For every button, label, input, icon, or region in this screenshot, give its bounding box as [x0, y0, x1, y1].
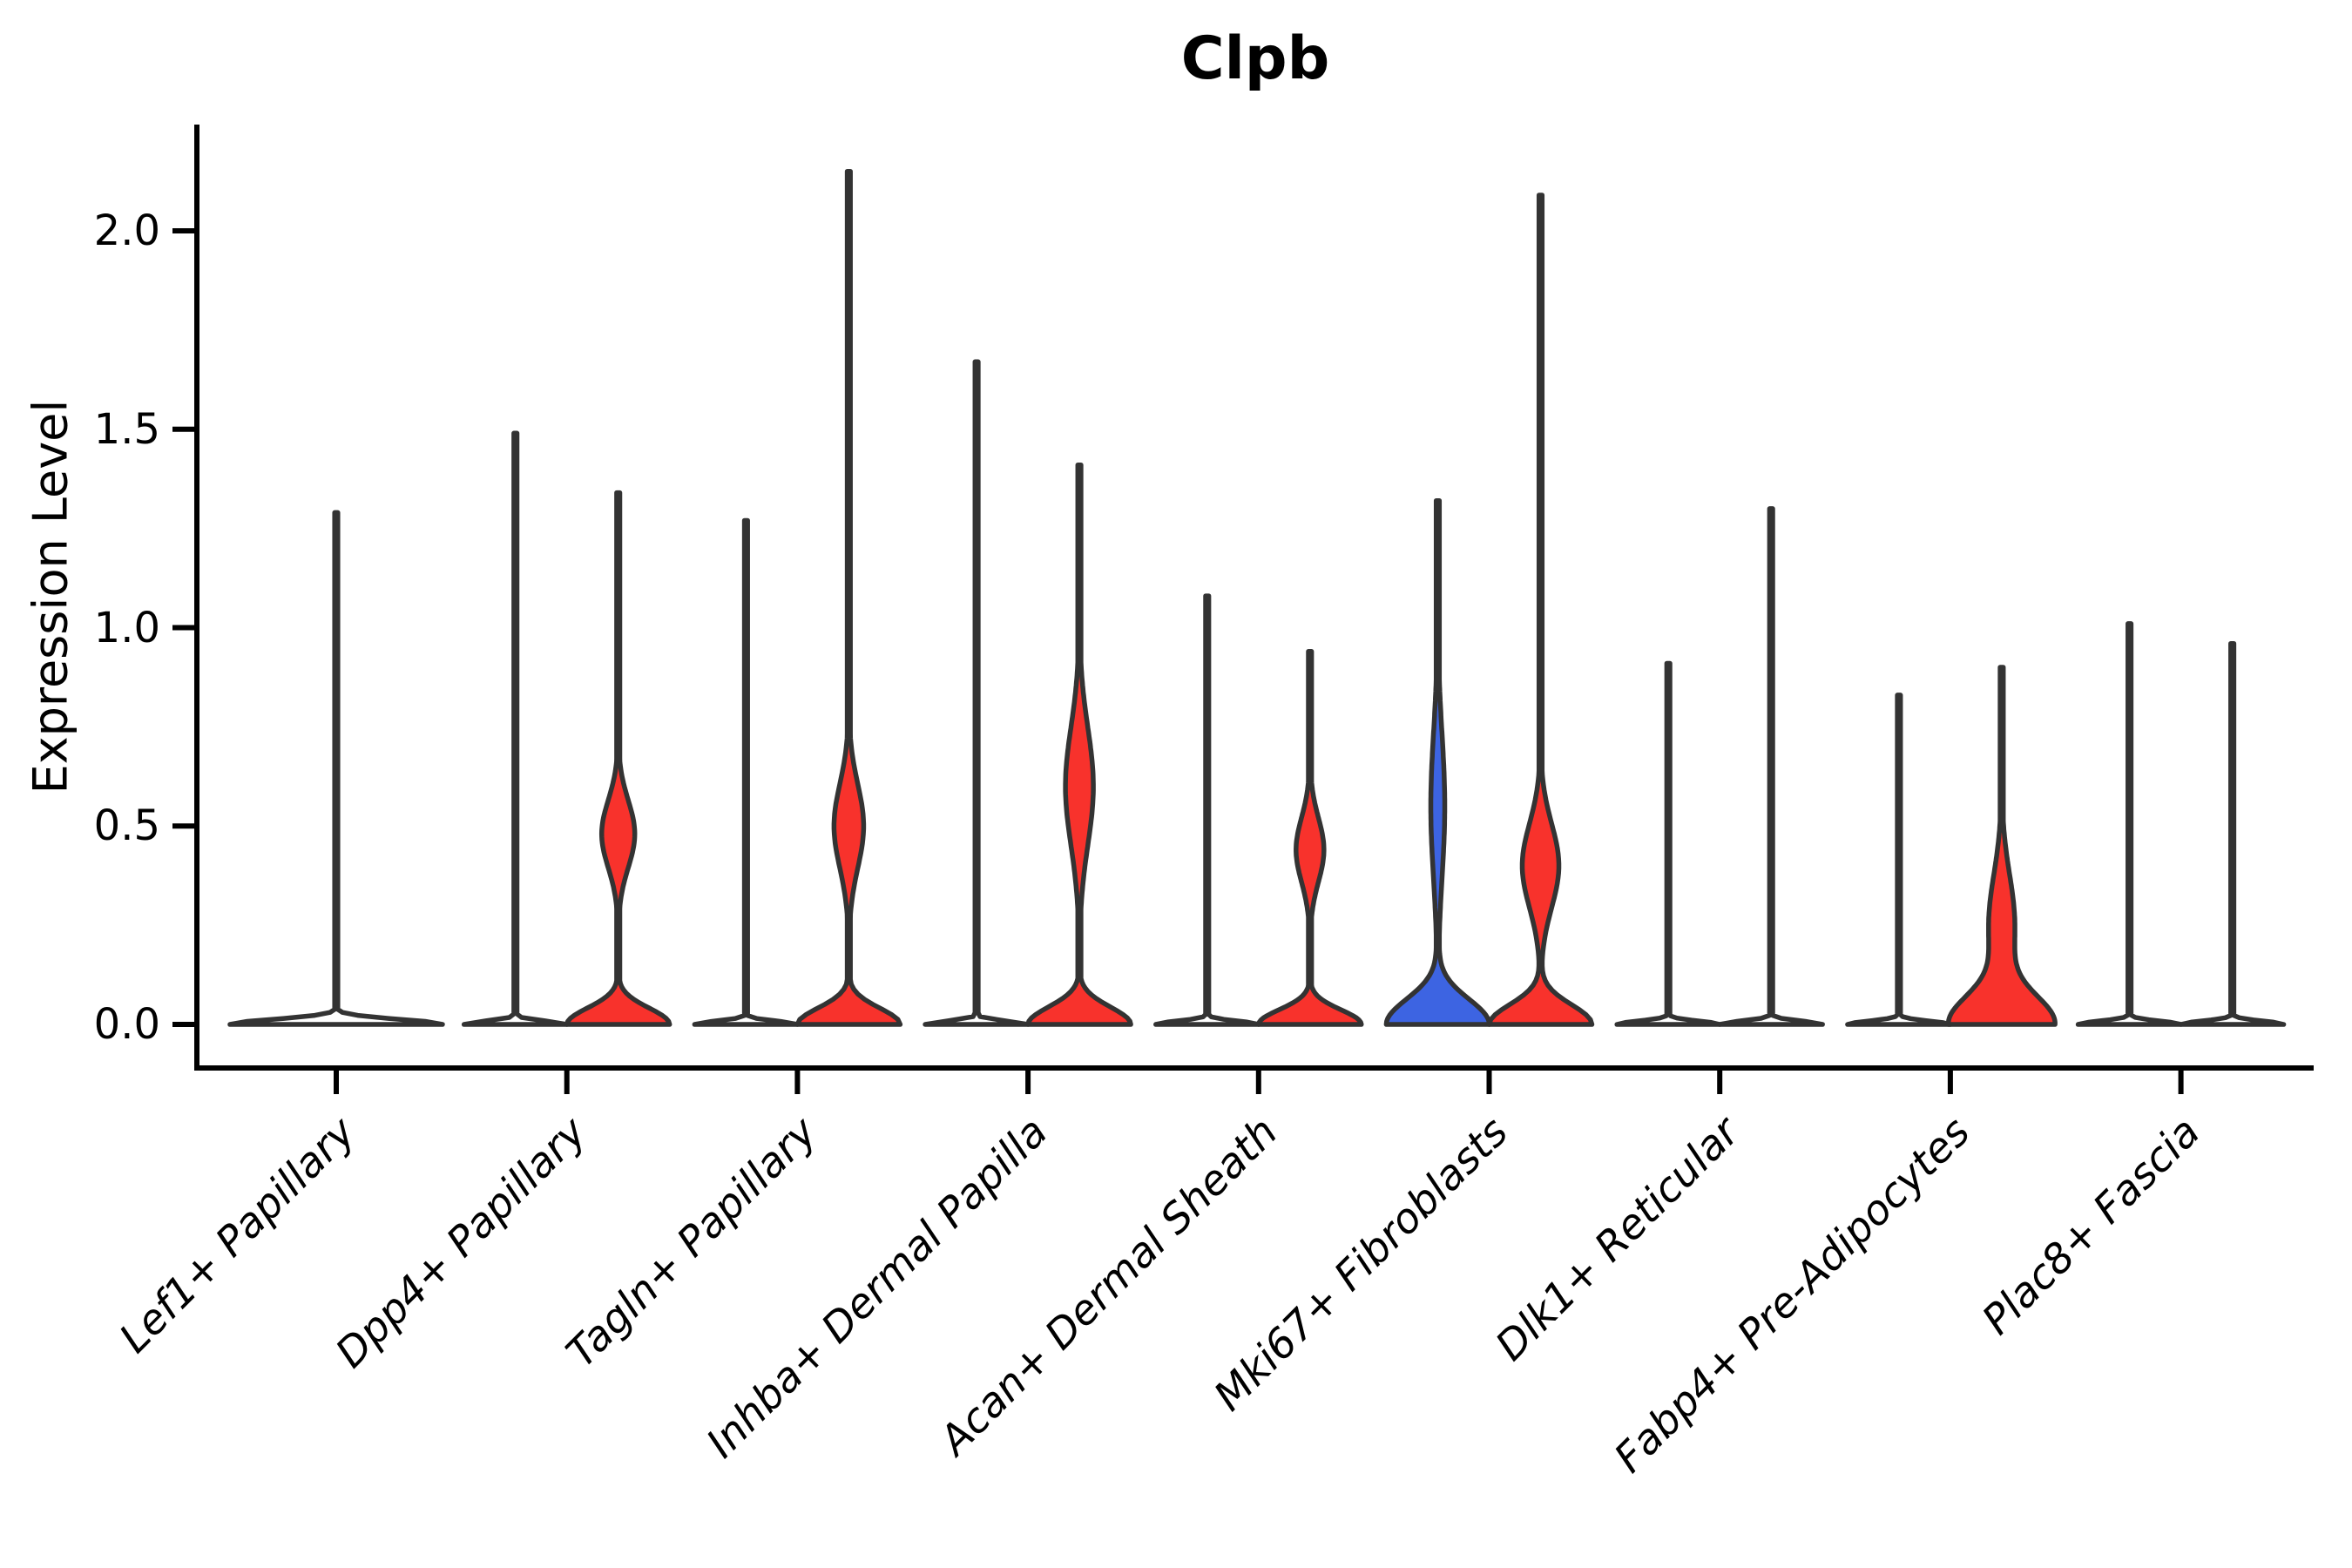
violin-dpp4-right [564, 490, 672, 1027]
y-tick-label: 2.0 [93, 206, 160, 255]
violin-dlk1-right [1717, 506, 1825, 1027]
violin-dlk1-left [1614, 660, 1722, 1027]
violin-plac8-right [2178, 640, 2287, 1027]
violin-acan-right [1256, 649, 1364, 1027]
y-tick-label: 1.5 [93, 404, 160, 454]
violin-acan-left [1153, 593, 1261, 1027]
violin-dpp4-left [461, 430, 570, 1027]
violin-mki67-right [1486, 193, 1595, 1027]
violin-fabp4-left [1845, 693, 1953, 1027]
violin-inhba-right [1025, 462, 1133, 1027]
violin-fabp4-right [1945, 665, 2058, 1027]
violin-lef1-single [227, 510, 445, 1027]
violin-tagln-right [794, 168, 903, 1027]
y-tick-label: 0.5 [93, 801, 160, 851]
y-tick-label: 1.0 [93, 603, 160, 652]
y-tick-label: 0.0 [93, 1000, 160, 1049]
chart-title: Clpb [1180, 24, 1330, 93]
violin-inhba-left [923, 359, 1031, 1027]
violin-tagln-left [692, 517, 801, 1027]
violin-mki67-left [1383, 497, 1492, 1027]
violin-plac8-left [2075, 621, 2184, 1027]
